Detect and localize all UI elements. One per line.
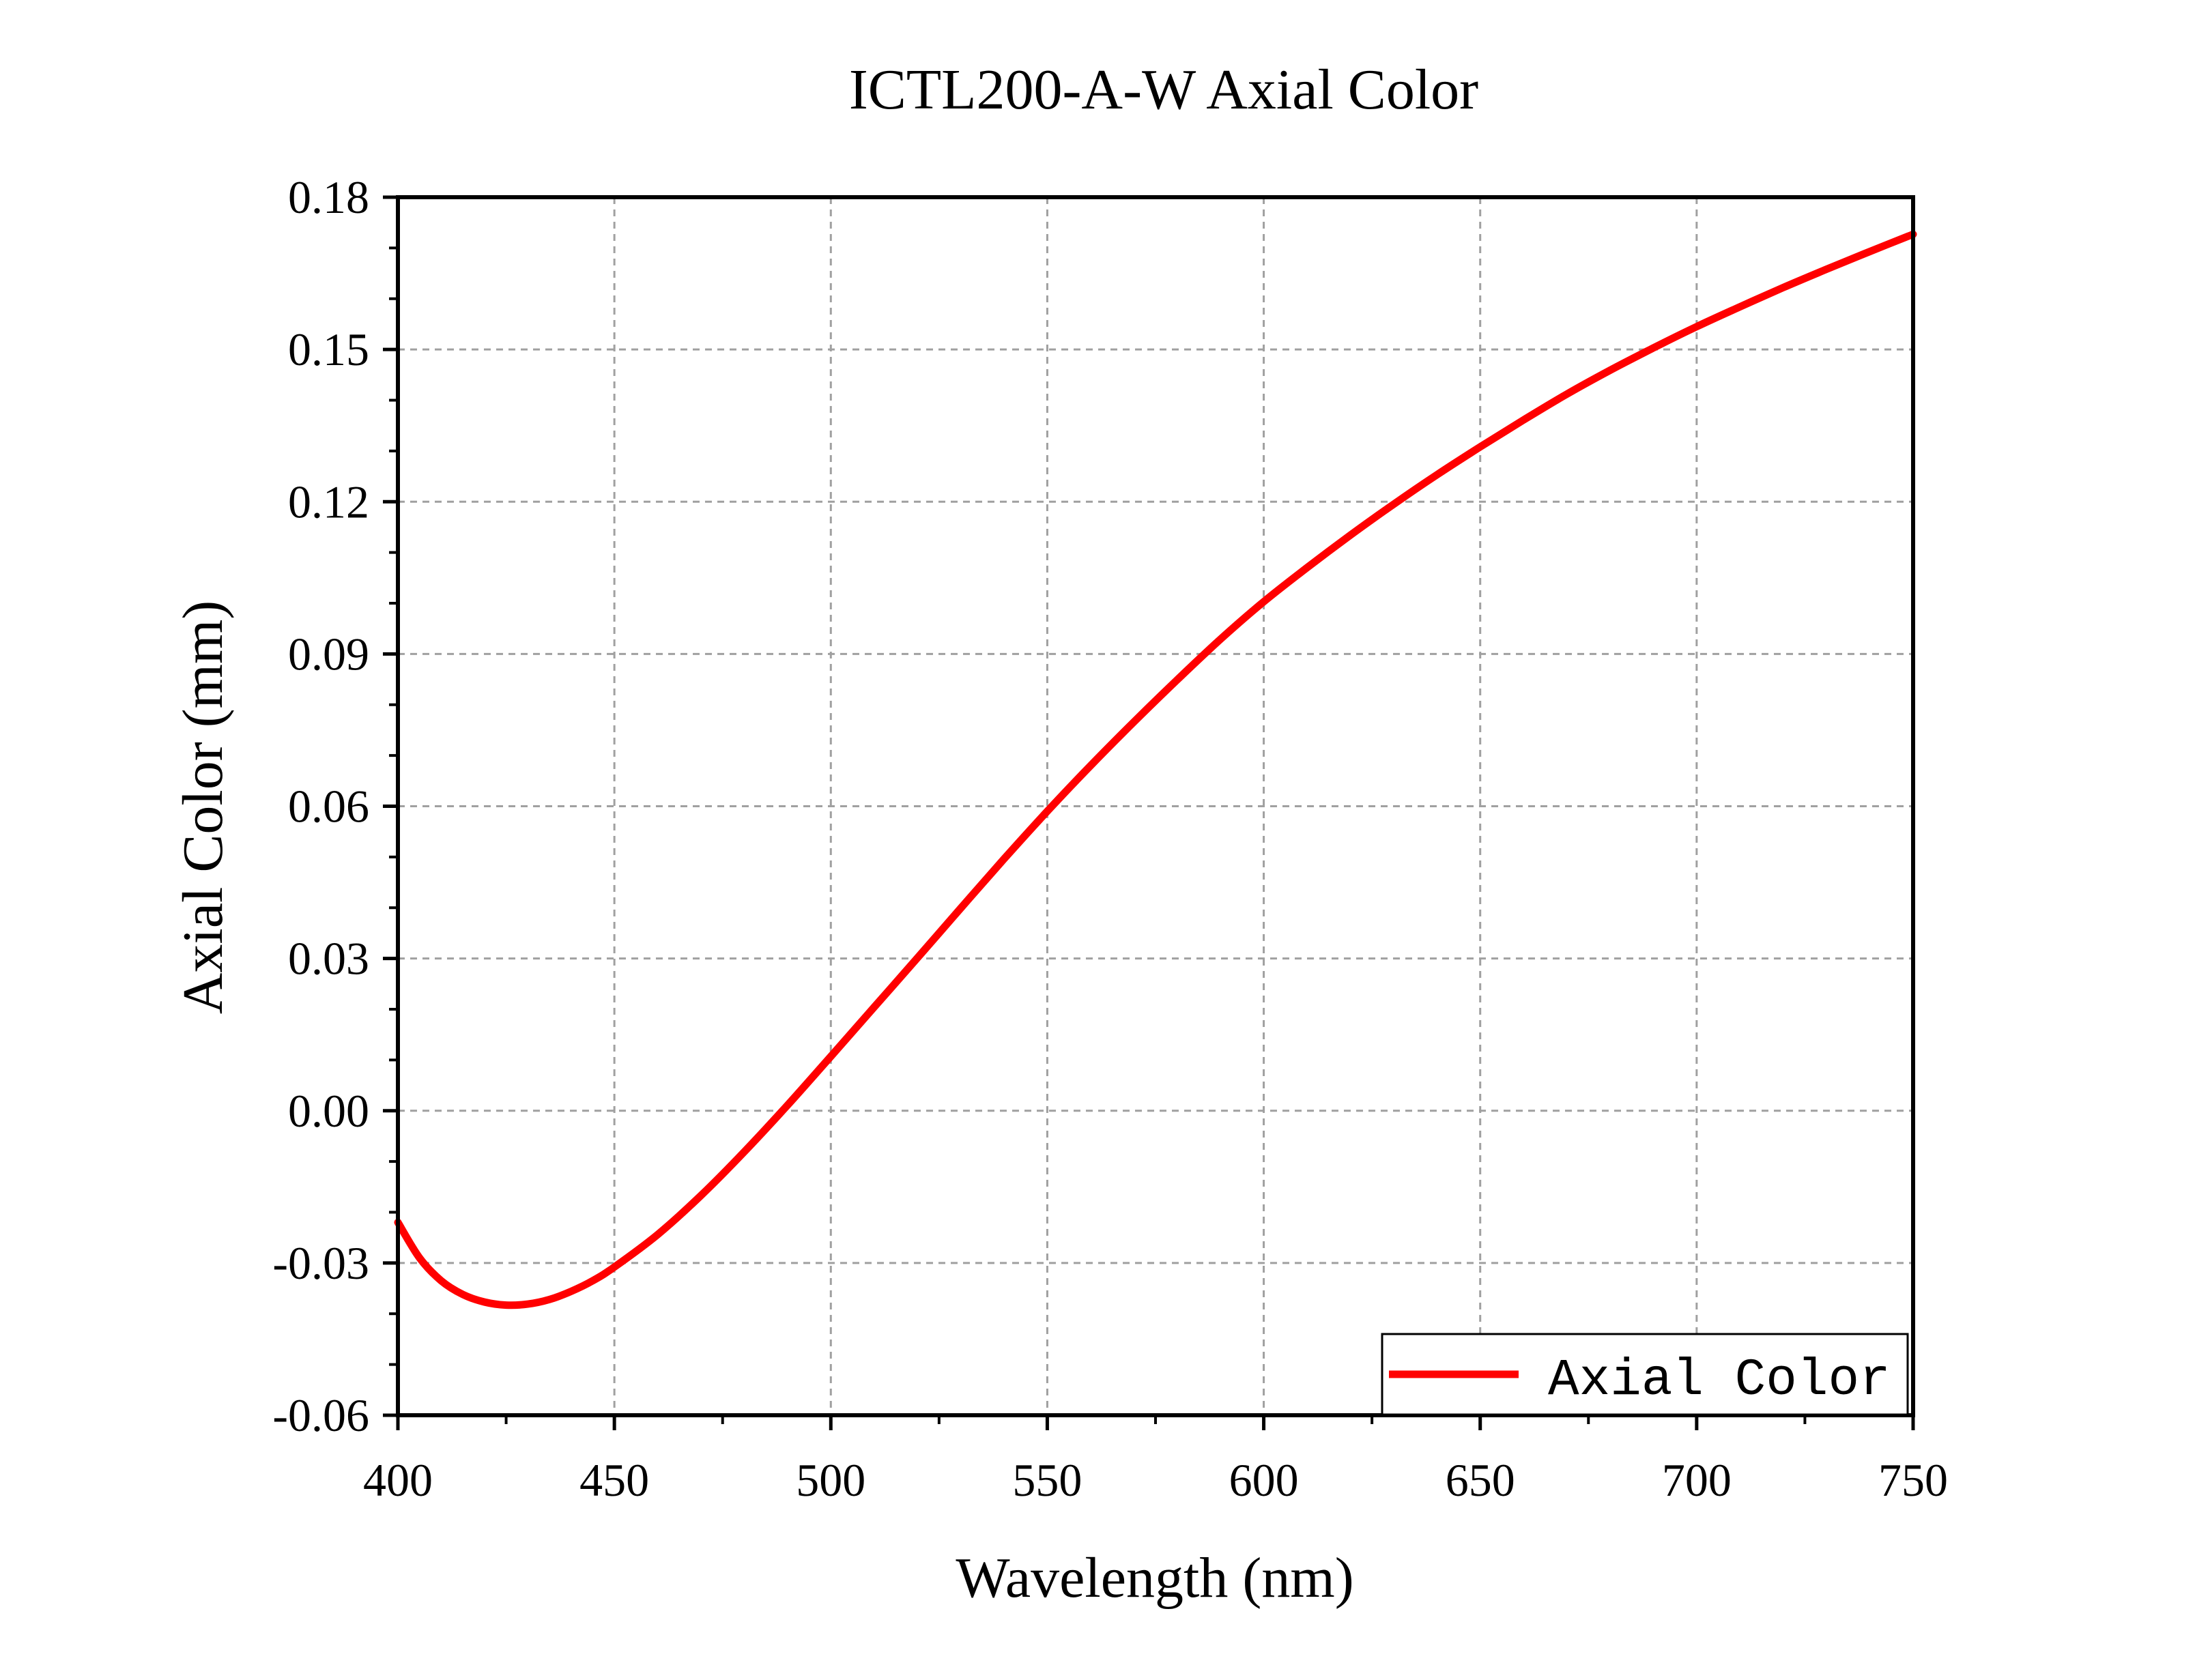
y-tick-label: 0.06 bbox=[288, 781, 369, 832]
y-axis-label: Axial Color (mm) bbox=[171, 600, 235, 1015]
x-tick-labels: 400 450 500 550 600 650 700 750 bbox=[363, 1454, 1948, 1506]
x-axis-label: Wavelength (nm) bbox=[956, 1546, 1353, 1610]
y-tick-label: 0.03 bbox=[288, 933, 369, 985]
ticks bbox=[383, 195, 1915, 1430]
x-tick-label: 600 bbox=[1229, 1454, 1299, 1506]
x-tick-label: 450 bbox=[579, 1454, 649, 1506]
legend: Axial Color bbox=[1381, 1333, 1909, 1416]
x-tick-label: 550 bbox=[1012, 1454, 1082, 1506]
y-tick-label: 0.15 bbox=[288, 323, 369, 375]
x-tick-label: 700 bbox=[1662, 1454, 1732, 1506]
series-layer bbox=[394, 230, 1917, 1309]
y-tick-label: 0.09 bbox=[288, 628, 369, 680]
legend-label: Axial Color bbox=[1548, 1351, 1891, 1410]
series-line bbox=[394, 230, 1917, 1309]
y-tick-label: 0.00 bbox=[288, 1085, 369, 1137]
y-tick-label: -0.03 bbox=[272, 1237, 369, 1289]
y-tick-labels: -0.06 -0.03 0.00 0.03 0.06 0.09 0.12 0.15 0.18 bbox=[272, 171, 369, 1441]
x-tick-label: 500 bbox=[796, 1454, 865, 1506]
x-tick-label: 750 bbox=[1878, 1454, 1948, 1506]
y-tick-label: 0.12 bbox=[288, 476, 369, 527]
y-tick-label: -0.06 bbox=[272, 1389, 369, 1441]
y-tick-label: 0.18 bbox=[288, 171, 369, 223]
grid bbox=[398, 197, 1913, 1415]
x-tick-label: 400 bbox=[363, 1454, 433, 1506]
x-tick-label: 650 bbox=[1446, 1454, 1515, 1506]
chart-title: ICTL200-A-W Axial Color bbox=[849, 58, 1478, 121]
